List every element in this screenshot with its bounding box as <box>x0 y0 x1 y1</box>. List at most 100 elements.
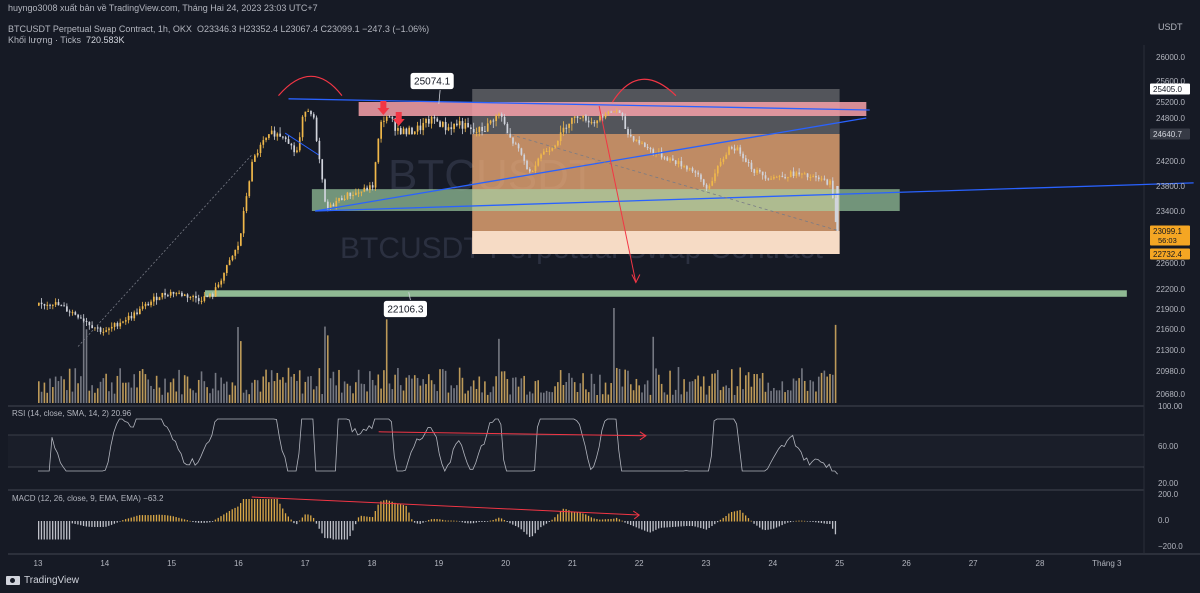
time-axis-label: Tháng 3 <box>1092 559 1122 568</box>
volume-bar <box>705 394 708 403</box>
macd-bar <box>68 521 71 540</box>
candle <box>826 179 829 185</box>
macd-bar <box>99 521 102 527</box>
volume-bar <box>77 383 79 403</box>
volume-bar <box>789 390 792 403</box>
candle <box>571 117 573 124</box>
candle <box>806 173 809 178</box>
candle <box>705 184 708 189</box>
last-candle <box>836 186 839 231</box>
macd-bar <box>268 499 270 522</box>
volume-bar <box>467 390 469 403</box>
volume-bar <box>809 380 812 403</box>
candle <box>181 292 183 296</box>
macd-bar <box>127 518 130 522</box>
candle <box>231 255 234 261</box>
price-marker <box>1150 128 1190 140</box>
macd-bar <box>66 521 68 540</box>
volume-bar <box>557 382 559 403</box>
macd-bar <box>573 512 576 522</box>
volume-bar <box>383 370 385 403</box>
macd-bar <box>144 515 146 522</box>
macd-bar <box>301 517 304 522</box>
candle <box>809 176 812 178</box>
volume-bar <box>722 386 725 403</box>
volume-bar <box>301 393 304 403</box>
volume-bar <box>587 392 590 403</box>
rsi-band <box>8 435 1144 467</box>
volume-bar <box>543 392 545 403</box>
volume-bar <box>750 386 753 403</box>
volume-bar <box>615 367 618 403</box>
macd-bar <box>809 521 811 522</box>
candle <box>427 118 430 124</box>
volume-bar <box>742 389 744 403</box>
macd-bar <box>388 500 390 522</box>
macd-bar <box>517 521 520 528</box>
candle <box>745 158 747 162</box>
candle <box>326 201 329 209</box>
price-tick-label: 25600.0 <box>1156 77 1185 86</box>
volume-bar <box>728 388 730 403</box>
candle <box>242 211 245 234</box>
macd-bar <box>416 521 419 524</box>
macd-bar <box>341 521 343 540</box>
candle <box>736 147 739 151</box>
volume-bar <box>470 386 472 403</box>
macd-bar <box>540 521 542 528</box>
macd-bar <box>585 514 587 522</box>
macd-bar <box>164 515 166 522</box>
macd-bar <box>273 499 275 522</box>
candle <box>607 111 610 115</box>
projection-arrowhead <box>631 274 641 284</box>
volume-bar <box>551 392 554 403</box>
macd-bar <box>181 518 183 522</box>
volume-bar <box>531 393 534 403</box>
candle <box>700 174 702 180</box>
volume-bar <box>646 380 649 403</box>
volume-bar <box>416 377 419 403</box>
volume-bar <box>399 385 402 403</box>
volume-bar <box>447 392 450 403</box>
macd-bar <box>394 502 396 522</box>
macd-bar <box>652 521 654 532</box>
macd-bar <box>528 521 531 537</box>
volume-bar <box>43 382 46 403</box>
macd-bar <box>621 520 623 522</box>
candle <box>298 137 301 151</box>
macd-bar <box>245 499 247 522</box>
volume-bar <box>489 392 492 403</box>
candle <box>172 291 175 294</box>
volume-bar <box>442 369 444 403</box>
support-trendline <box>315 182 1194 212</box>
price-marker <box>1150 83 1190 95</box>
macd-bar <box>764 521 766 531</box>
candle <box>484 130 486 132</box>
volume-bar <box>161 394 164 403</box>
time-axis-label: 18 <box>368 559 377 568</box>
macd-bar <box>798 520 800 522</box>
candle <box>742 153 744 159</box>
macd-bar <box>557 514 559 522</box>
macd-bar <box>523 521 525 532</box>
volume-bar <box>240 341 242 403</box>
candle <box>789 171 792 178</box>
time-axis-label: 16 <box>234 559 243 568</box>
volume-bar <box>756 374 758 403</box>
candle <box>646 146 649 148</box>
macd-bar <box>369 516 371 522</box>
macd-bar <box>113 521 116 524</box>
volume-bar <box>183 375 186 403</box>
candle <box>587 120 590 123</box>
candle <box>43 304 46 306</box>
macd-bar <box>834 521 837 535</box>
macd-bar <box>186 520 188 522</box>
candle <box>57 302 60 306</box>
volume-bar <box>54 376 57 403</box>
macd-bar <box>175 517 177 522</box>
volume-bar <box>413 375 416 403</box>
candle <box>371 185 374 188</box>
volume-bar <box>565 381 568 403</box>
volume-bar <box>248 394 251 403</box>
